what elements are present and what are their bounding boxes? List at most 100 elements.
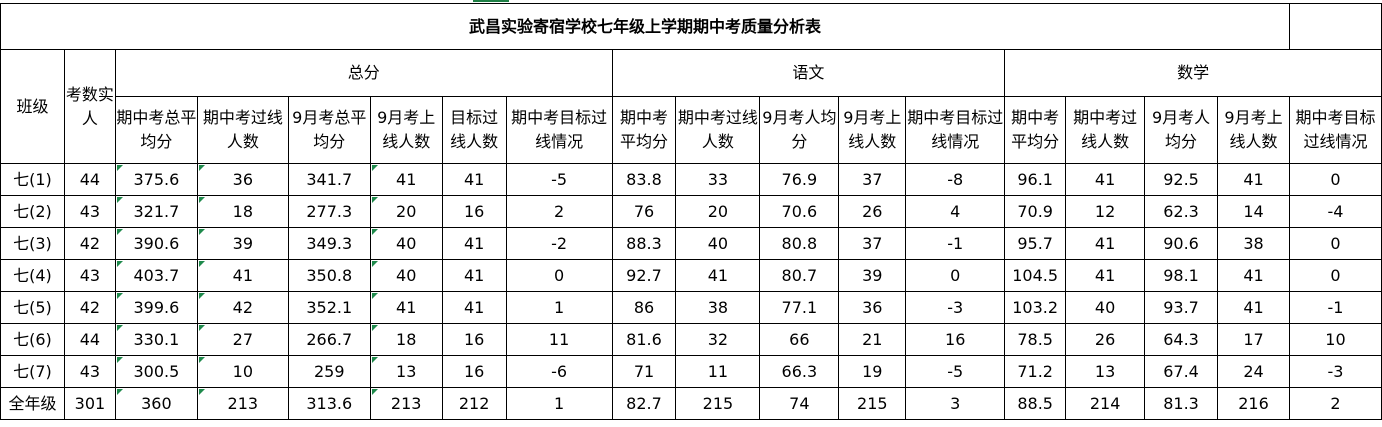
data-cell[interactable]: 19	[838, 355, 907, 388]
data-cell[interactable]: 266.7	[287, 323, 371, 356]
data-cell[interactable]: -4	[1288, 195, 1382, 228]
data-cell[interactable]: 0	[1288, 259, 1382, 292]
data-cell[interactable]: 259	[287, 355, 371, 388]
row-class-cell[interactable]: 七(2)	[0, 195, 65, 228]
data-cell[interactable]: 88.3	[611, 227, 677, 260]
data-cell[interactable]: 37	[838, 163, 907, 196]
row-class-cell[interactable]: 七(4)	[0, 259, 65, 292]
data-cell[interactable]: 36	[838, 291, 907, 324]
data-cell[interactable]: 1	[505, 387, 613, 420]
data-cell[interactable]: 0	[1288, 227, 1382, 260]
data-cell[interactable]: 38	[675, 291, 761, 324]
data-cell[interactable]: -3	[1288, 355, 1382, 388]
data-cell[interactable]: 216	[1217, 387, 1290, 420]
data-cell[interactable]: 66	[759, 323, 840, 356]
data-cell[interactable]: 277.3	[287, 195, 371, 228]
data-cell[interactable]: 20	[675, 195, 761, 228]
data-cell[interactable]: 88.5	[1004, 387, 1067, 420]
data-cell[interactable]: 81.3	[1144, 387, 1219, 420]
data-cell[interactable]: 403.7	[114, 259, 198, 292]
data-cell[interactable]: 76.9	[759, 163, 840, 196]
data-cell[interactable]: 39	[838, 259, 907, 292]
data-cell[interactable]: 43	[63, 355, 116, 388]
data-cell[interactable]: 81.6	[611, 323, 677, 356]
data-cell[interactable]: 71.2	[1004, 355, 1067, 388]
data-cell[interactable]: 390.6	[114, 227, 198, 260]
row-class-cell[interactable]: 全年级	[0, 387, 65, 420]
data-cell[interactable]: 33	[675, 163, 761, 196]
data-cell[interactable]: 41	[1217, 291, 1290, 324]
data-cell[interactable]: 0	[905, 259, 1006, 292]
data-cell[interactable]: 62.3	[1144, 195, 1219, 228]
data-cell[interactable]: 16	[905, 323, 1006, 356]
data-cell[interactable]: 43	[63, 259, 116, 292]
data-cell[interactable]: 352.1	[287, 291, 371, 324]
data-cell[interactable]: 11	[675, 355, 761, 388]
data-cell[interactable]: 375.6	[114, 163, 198, 196]
data-cell[interactable]: 41	[1065, 259, 1146, 292]
data-cell[interactable]: 13	[369, 355, 443, 388]
data-cell[interactable]: 41	[196, 259, 289, 292]
row-class-cell[interactable]: 七(6)	[0, 323, 65, 356]
data-cell[interactable]: 27	[196, 323, 289, 356]
data-cell[interactable]: -6	[505, 355, 613, 388]
data-cell[interactable]: 40	[675, 227, 761, 260]
data-cell[interactable]: 39	[196, 227, 289, 260]
data-cell[interactable]: 93.7	[1144, 291, 1219, 324]
data-cell[interactable]: 78.5	[1004, 323, 1067, 356]
data-cell[interactable]: -5	[505, 163, 613, 196]
data-cell[interactable]: 16	[441, 355, 507, 388]
row-class-cell[interactable]: 七(1)	[0, 163, 65, 196]
data-cell[interactable]: -3	[905, 291, 1006, 324]
data-cell[interactable]: 17	[1217, 323, 1290, 356]
data-cell[interactable]: 341.7	[287, 163, 371, 196]
data-cell[interactable]: 67.4	[1144, 355, 1219, 388]
row-class-cell[interactable]: 七(3)	[0, 227, 65, 260]
data-cell[interactable]: 90.6	[1144, 227, 1219, 260]
data-cell[interactable]: 83.8	[611, 163, 677, 196]
data-cell[interactable]: 213	[196, 387, 289, 420]
data-cell[interactable]: 41	[441, 227, 507, 260]
data-cell[interactable]: 215	[838, 387, 907, 420]
data-cell[interactable]: 77.1	[759, 291, 840, 324]
data-cell[interactable]: 26	[1065, 323, 1146, 356]
row-class-cell[interactable]: 七(7)	[0, 355, 65, 388]
data-cell[interactable]: 18	[369, 323, 443, 356]
data-cell[interactable]: 95.7	[1004, 227, 1067, 260]
data-cell[interactable]: 215	[675, 387, 761, 420]
data-cell[interactable]: 41	[1065, 227, 1146, 260]
data-cell[interactable]: 36	[196, 163, 289, 196]
data-cell[interactable]: 82.7	[611, 387, 677, 420]
data-cell[interactable]: -8	[905, 163, 1006, 196]
data-cell[interactable]: 16	[441, 323, 507, 356]
data-cell[interactable]: 26	[838, 195, 907, 228]
data-cell[interactable]: 213	[369, 387, 443, 420]
data-cell[interactable]: 41	[441, 163, 507, 196]
data-cell[interactable]: 44	[63, 323, 116, 356]
data-cell[interactable]: 330.1	[114, 323, 198, 356]
data-cell[interactable]: 212	[441, 387, 507, 420]
data-cell[interactable]: 64.3	[1144, 323, 1219, 356]
data-cell[interactable]: 76	[611, 195, 677, 228]
data-cell[interactable]: 41	[369, 291, 443, 324]
data-cell[interactable]: 42	[196, 291, 289, 324]
data-cell[interactable]: 42	[63, 291, 116, 324]
data-cell[interactable]: 2	[505, 195, 613, 228]
data-cell[interactable]: 4	[905, 195, 1006, 228]
data-cell[interactable]: 41	[675, 259, 761, 292]
data-cell[interactable]: 2	[1288, 387, 1382, 420]
data-cell[interactable]: 43	[63, 195, 116, 228]
data-cell[interactable]: 321.7	[114, 195, 198, 228]
data-cell[interactable]: 92.5	[1144, 163, 1219, 196]
data-cell[interactable]: 98.1	[1144, 259, 1219, 292]
data-cell[interactable]: 103.2	[1004, 291, 1067, 324]
data-cell[interactable]: -5	[905, 355, 1006, 388]
data-cell[interactable]: 24	[1217, 355, 1290, 388]
data-cell[interactable]: 14	[1217, 195, 1290, 228]
data-cell[interactable]: 0	[505, 259, 613, 292]
data-cell[interactable]: 360	[114, 387, 198, 420]
data-cell[interactable]: 74	[759, 387, 840, 420]
data-cell[interactable]: 44	[63, 163, 116, 196]
data-cell[interactable]: 38	[1217, 227, 1290, 260]
data-cell[interactable]: -1	[905, 227, 1006, 260]
